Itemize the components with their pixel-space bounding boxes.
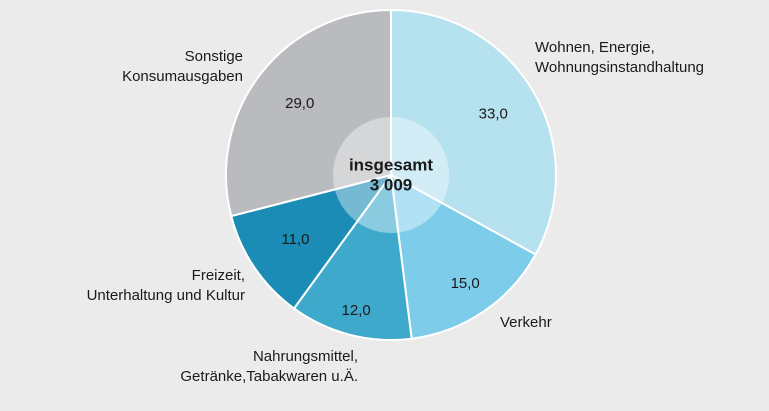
value-label: 29,0 [285,95,314,112]
value-label: 11,0 [281,231,309,248]
pie-slice [292,172,413,341]
category-label: Sonstige [185,48,243,65]
center-label: insgesamt [349,155,433,174]
value-label: 33,0 [479,105,508,122]
category-label: Wohnungsinstandhaltung [535,59,704,76]
category-label: Unterhaltung und Kultur [87,287,245,304]
category-label: Wohnen, Energie, [535,39,655,56]
category-label: Nahrungsmittel, [253,348,358,365]
pie-slice [389,173,537,340]
value-label: 15,0 [451,275,480,292]
category-label: Getränke,Tabakwaren u.Ä. [180,368,358,385]
pie-slice [225,8,392,218]
pie-slice [390,8,557,256]
value-label: 12,0 [342,302,371,319]
category-label: Freizeit, [192,267,245,284]
center-label: 3 009 [370,175,413,194]
pie-slice [229,173,394,310]
category-label: Konsumausgaben [122,68,243,85]
center-hole [333,117,449,233]
category-label: Verkehr [500,314,552,331]
